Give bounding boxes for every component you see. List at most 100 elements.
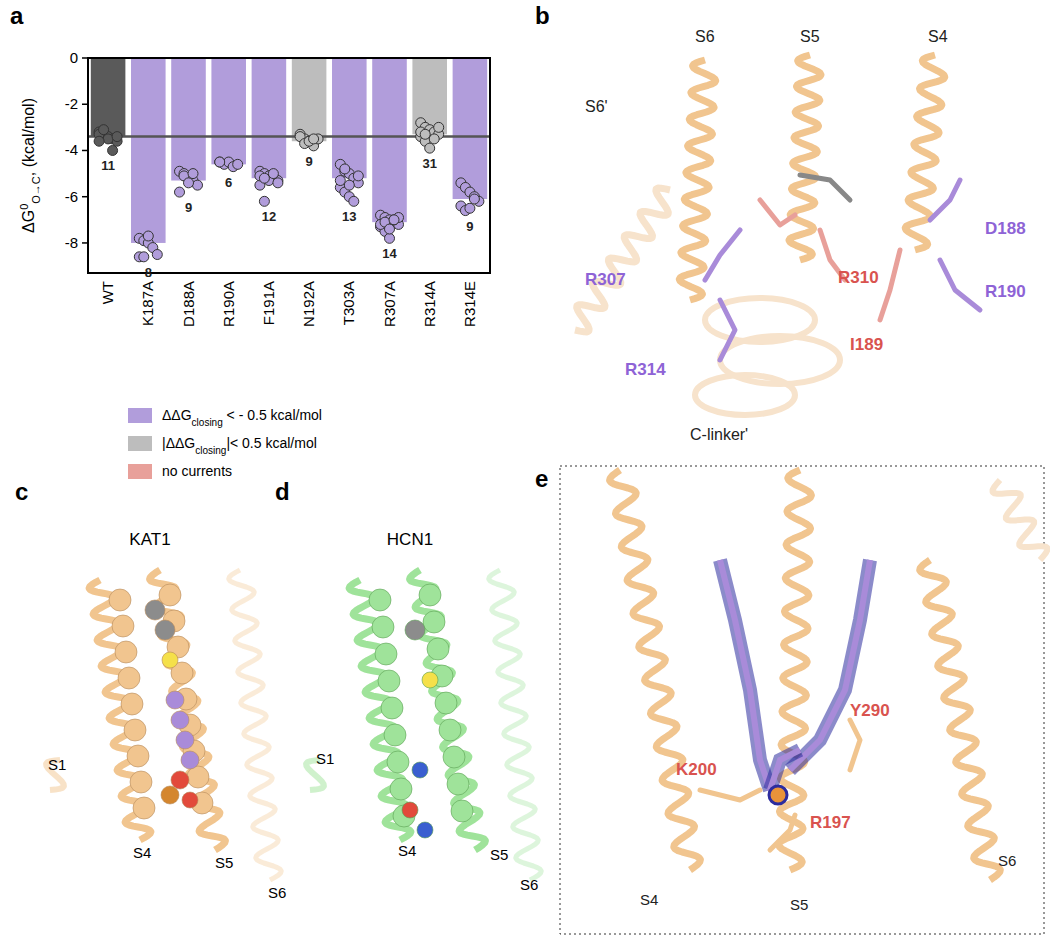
x-tick-label: F191A <box>260 281 277 325</box>
helix <box>489 570 541 880</box>
atom-sphere <box>121 693 143 715</box>
atom-sphere <box>417 822 433 838</box>
n-label: 13 <box>342 209 356 224</box>
y-tick-label: -2 <box>65 95 78 112</box>
y-tick-label: -6 <box>65 188 78 205</box>
side-chain <box>760 200 795 225</box>
panel-b: bS6'S6S5S4R307R314R310I189D188R190C-link… <box>535 2 1026 443</box>
atom-sphere <box>187 766 209 788</box>
structure-label: R307 <box>585 270 626 289</box>
helix <box>410 570 486 850</box>
data-point <box>184 178 194 188</box>
data-point <box>420 129 430 139</box>
figure: aΔG0O→C, (kcal/mol)0-2-4-6-8118961291314… <box>0 0 1050 948</box>
side-chain <box>770 815 795 850</box>
side-chain <box>700 790 760 800</box>
data-point <box>215 157 225 167</box>
data-point <box>99 125 109 135</box>
legend-prefix: no currents <box>162 463 232 479</box>
legend-swatch <box>128 436 152 451</box>
panel-c: cKAT1S1S4S5S6 <box>15 478 286 901</box>
n-label: 11 <box>101 158 115 173</box>
y-label-rest: , (kcal/mol) <box>20 98 37 176</box>
data-point <box>434 122 444 132</box>
data-point <box>268 169 278 179</box>
atom-sphere <box>171 771 189 789</box>
n-label: 9 <box>305 154 312 169</box>
structure-label: S1 <box>48 756 66 773</box>
atom-sphere <box>155 620 175 640</box>
data-point <box>143 231 153 241</box>
data-point <box>425 143 435 153</box>
structure-label: R190 <box>985 282 1026 301</box>
data-point <box>193 180 203 190</box>
data-point <box>385 224 395 234</box>
atom-sphere <box>381 697 403 719</box>
atom-sphere <box>422 672 438 688</box>
n-label: 8 <box>145 265 152 280</box>
data-point <box>139 252 149 262</box>
helix <box>993 480 1048 560</box>
atom-sphere <box>427 638 449 660</box>
panel-title: KAT1 <box>129 530 170 549</box>
legend-prefix: ΔΔG <box>162 407 192 423</box>
data-point <box>349 196 359 206</box>
atom-sphere <box>419 584 441 606</box>
atom-sphere <box>390 778 412 800</box>
x-tick-label: R314E <box>461 281 478 327</box>
atom-sphere <box>378 670 400 692</box>
data-point <box>233 159 243 169</box>
x-tick-label: N192A <box>300 281 317 327</box>
plot-marks <box>88 58 490 262</box>
legend-rest: < - 0.5 kcal/mol <box>223 407 322 423</box>
data-point <box>175 187 185 197</box>
panel-frame <box>560 466 1044 934</box>
helix <box>789 55 821 260</box>
atom-sphere <box>402 802 418 818</box>
data-point <box>353 171 363 181</box>
atom-sphere <box>181 751 199 769</box>
structure-label: S4 <box>928 28 948 45</box>
atom-sphere <box>112 615 134 637</box>
atom-sphere <box>372 616 394 638</box>
atom-sphere <box>161 786 179 804</box>
structure-label: K200 <box>676 760 717 779</box>
data-point <box>389 215 399 225</box>
data-point <box>188 169 198 179</box>
bar <box>453 58 488 199</box>
atom-sphere <box>423 611 445 633</box>
data-point <box>429 134 439 144</box>
data-point <box>309 134 319 144</box>
bar <box>372 58 407 222</box>
structure-label: S5 <box>800 28 820 45</box>
y-label-sub: O→C <box>30 176 42 204</box>
side-chain <box>720 300 735 360</box>
data-point <box>112 132 122 142</box>
atom-sphere <box>145 600 165 620</box>
atom-sphere <box>159 584 181 606</box>
y-axis-label: ΔG0O→C, (kcal/mol) <box>18 98 42 233</box>
legend-sub: closing <box>195 445 226 456</box>
phosphate <box>769 786 787 804</box>
structure-label: S4 <box>640 891 658 908</box>
atom-sphere <box>384 724 406 746</box>
panel-e: eK200Y290R197S4S5S6 <box>535 465 1047 934</box>
helix <box>779 470 812 870</box>
density-mesh <box>790 560 870 770</box>
y-tick-label: -4 <box>65 141 78 158</box>
atom-sphere <box>162 652 178 668</box>
atom-sphere <box>115 641 137 663</box>
side-chain <box>930 180 960 220</box>
structure-label: R197 <box>810 813 851 832</box>
structure-label: S1 <box>316 750 334 767</box>
helix <box>349 580 411 840</box>
helix <box>575 188 670 332</box>
data-point <box>215 157 225 167</box>
data-point <box>344 180 354 190</box>
atom-sphere <box>375 643 397 665</box>
structure-label: S6 <box>268 884 286 901</box>
data-point <box>103 134 113 144</box>
bar <box>252 58 287 178</box>
atom-sphere <box>171 711 189 729</box>
panel-letter: e <box>535 465 548 492</box>
